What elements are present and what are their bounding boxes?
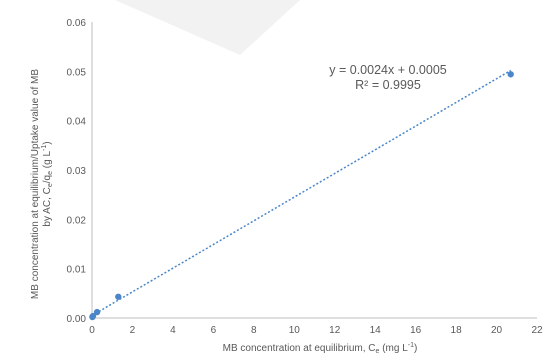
y-tick-label: 0.06 [67,18,87,29]
data-point [93,308,101,316]
x-tick-label: 22 [531,325,543,336]
trendline [91,69,512,317]
x-tick-label: 4 [170,325,176,336]
r-squared-label: R² = 0.9995 [355,78,421,92]
data-point [115,293,122,300]
data-point [507,71,514,78]
x-tick-label: 10 [289,325,301,336]
x-tick-label: 8 [251,325,257,336]
y-tick-labels: 0.00 0.01 0.02 0.03 0.04 0.05 0.06 [67,18,87,325]
watermark-shape [115,0,300,55]
x-tick-label: 14 [370,325,382,336]
x-tick-label: 2 [130,325,136,336]
x-tick-label: 6 [211,325,217,336]
y-axis-title-line1: MB concentration at equilibrium/Uptake v… [30,69,41,299]
x-tick-label: 12 [329,325,341,336]
y-tick-label: 0.01 [67,265,87,276]
x-tick-label: 18 [451,325,463,336]
y-tick-label: 0.00 [67,314,87,325]
x-tick-labels: 0 2 4 6 8 10 12 14 16 18 20 22 [89,325,543,336]
x-tick-label: 0 [89,325,95,336]
y-tick-label: 0.05 [67,67,87,78]
equation-label: y = 0.0024x + 0.0005 [329,63,447,77]
y-axis-title-line2: by AC, Ce/qe (g L-1) [41,141,54,226]
x-tick-label: 16 [410,325,422,336]
y-tick-label: 0.03 [67,166,87,177]
data-point [89,312,97,320]
y-tick-label: 0.02 [67,215,87,226]
data-points [89,71,514,321]
x-axis-title: MB concentration at equilibrium, Ce (mg … [223,342,418,355]
x-tick-label: 20 [491,325,503,336]
y-tick-label: 0.04 [67,117,87,128]
